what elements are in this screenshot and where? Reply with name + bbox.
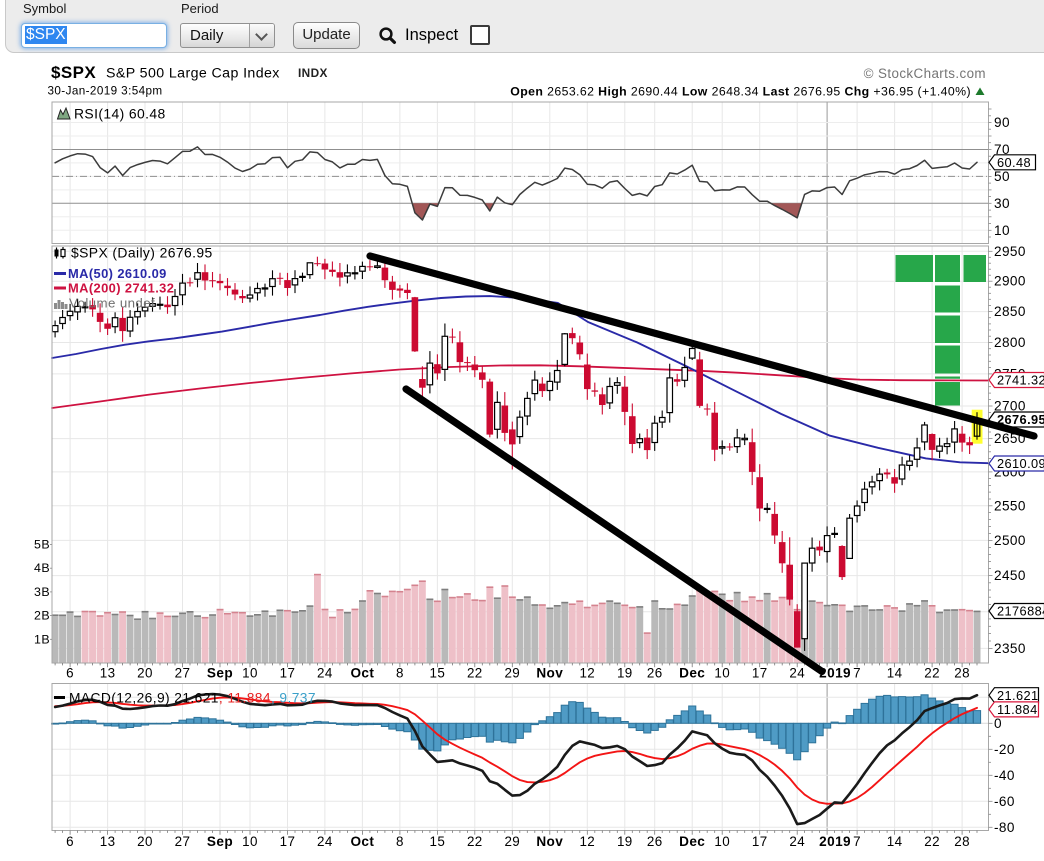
svg-text:19: 19: [617, 834, 633, 849]
svg-text:17: 17: [752, 666, 768, 681]
svg-text:27: 27: [175, 666, 191, 681]
svg-text:50: 50: [994, 169, 1010, 184]
svg-text:2019: 2019: [819, 834, 851, 849]
svg-text:7: 7: [853, 834, 861, 849]
svg-text:24: 24: [317, 666, 333, 681]
svg-text:70: 70: [994, 142, 1010, 157]
svg-text:-80: -80: [994, 820, 1015, 835]
svg-text:10: 10: [714, 666, 730, 681]
svg-text:26: 26: [647, 666, 663, 681]
svg-text:3B: 3B: [34, 585, 50, 599]
svg-text:17: 17: [280, 666, 296, 681]
svg-text:Oct: Oct: [350, 666, 374, 681]
svg-text:$SPX: $SPX: [51, 63, 96, 82]
svg-text:5B: 5B: [34, 538, 50, 552]
svg-text:-60: -60: [994, 794, 1015, 809]
svg-text:24: 24: [789, 834, 805, 849]
svg-text:22: 22: [924, 666, 940, 681]
svg-text:$SPX (Daily) 2676.95: $SPX (Daily) 2676.95: [71, 245, 213, 261]
svg-text:10: 10: [242, 666, 258, 681]
svg-text:2450: 2450: [994, 568, 1026, 583]
svg-text:13: 13: [100, 834, 116, 849]
svg-text:RSI(14) 60.48: RSI(14) 60.48: [74, 106, 166, 122]
svg-text:28: 28: [954, 666, 970, 681]
svg-text:7: 7: [853, 666, 861, 681]
svg-text:Volume undef: Volume undef: [69, 296, 155, 311]
svg-text:Oct: Oct: [350, 834, 374, 849]
svg-text:12: 12: [579, 666, 595, 681]
svg-text:11.884: 11.884: [997, 702, 1038, 717]
svg-text:4B: 4B: [34, 561, 50, 575]
svg-text:14: 14: [887, 666, 903, 681]
svg-text:-20: -20: [994, 742, 1015, 757]
svg-text:6: 6: [66, 834, 74, 849]
svg-text:2950: 2950: [994, 244, 1026, 259]
svg-text:20: 20: [137, 834, 153, 849]
svg-text:24: 24: [789, 666, 805, 681]
svg-text:2500: 2500: [994, 533, 1026, 548]
svg-text:22: 22: [467, 666, 483, 681]
svg-text:26: 26: [647, 834, 663, 849]
svg-text:8: 8: [396, 834, 404, 849]
svg-text:2B: 2B: [34, 609, 50, 623]
svg-text:22: 22: [924, 834, 940, 849]
svg-text:© StockCharts.com: © StockCharts.com: [864, 66, 986, 81]
svg-text:29: 29: [504, 666, 520, 681]
svg-text:Sep: Sep: [207, 834, 233, 849]
svg-text:MA(200) 2741.32: MA(200) 2741.32: [68, 281, 174, 296]
svg-text:10: 10: [242, 834, 258, 849]
svg-text:6: 6: [66, 666, 74, 681]
svg-text:Dec: Dec: [679, 666, 705, 681]
svg-text:21.621: 21.621: [997, 688, 1039, 703]
svg-text:90: 90: [994, 115, 1010, 130]
svg-text:13: 13: [100, 666, 116, 681]
svg-text:15: 15: [430, 666, 446, 681]
svg-text:2350: 2350: [994, 641, 1026, 656]
svg-text:-40: -40: [994, 768, 1015, 783]
svg-text:19: 19: [617, 666, 633, 681]
svg-text:0: 0: [994, 716, 1002, 731]
svg-text:10: 10: [714, 834, 730, 849]
svg-text:Dec: Dec: [679, 834, 705, 849]
svg-text:Nov: Nov: [536, 834, 563, 849]
svg-text:8: 8: [396, 666, 404, 681]
svg-text:2550: 2550: [994, 498, 1026, 513]
svg-text:15: 15: [430, 834, 446, 849]
svg-text:2676.95: 2676.95: [997, 412, 1044, 427]
svg-text:29: 29: [504, 834, 520, 849]
svg-text:10: 10: [994, 223, 1010, 238]
svg-text:12: 12: [579, 834, 595, 849]
svg-text:2900: 2900: [994, 274, 1026, 289]
svg-text:S&P 500 Large Cap Index: S&P 500 Large Cap Index: [106, 66, 280, 82]
svg-text:24: 24: [317, 834, 333, 849]
svg-text:2741.32: 2741.32: [997, 373, 1044, 388]
svg-text:MACD(12,26,9) 21.621, 11.884,: MACD(12,26,9) 21.621, 11.884, 9.737: [69, 691, 316, 706]
svg-text:MA(50) 2610.09: MA(50) 2610.09: [68, 266, 167, 281]
svg-text:30: 30: [994, 196, 1010, 211]
svg-text:28: 28: [954, 834, 970, 849]
svg-text:22: 22: [467, 834, 483, 849]
svg-text:20: 20: [137, 666, 153, 681]
svg-text:14: 14: [887, 834, 903, 849]
svg-text:2850: 2850: [994, 304, 1026, 319]
svg-text:60.48: 60.48: [997, 155, 1031, 170]
svg-text:30-Jan-2019 3:54pm: 30-Jan-2019 3:54pm: [48, 85, 163, 98]
svg-text:INDX: INDX: [298, 66, 328, 80]
svg-text:27: 27: [175, 834, 191, 849]
svg-text:2700: 2700: [994, 399, 1026, 414]
svg-text:17: 17: [752, 834, 768, 849]
svg-text:Nov: Nov: [536, 666, 563, 681]
svg-text:2176884: 2176884: [997, 604, 1044, 619]
svg-text:17: 17: [280, 834, 296, 849]
svg-text:1B: 1B: [34, 632, 50, 646]
svg-text:Sep: Sep: [207, 666, 233, 681]
svg-text:2800: 2800: [994, 335, 1026, 350]
svg-text:Open 2653.62 High 2690.44 Low: Open 2653.62 High 2690.44 Low 2648.34 La…: [510, 85, 971, 99]
svg-text:2610.09: 2610.09: [997, 456, 1044, 471]
svg-text:2019: 2019: [819, 666, 851, 681]
